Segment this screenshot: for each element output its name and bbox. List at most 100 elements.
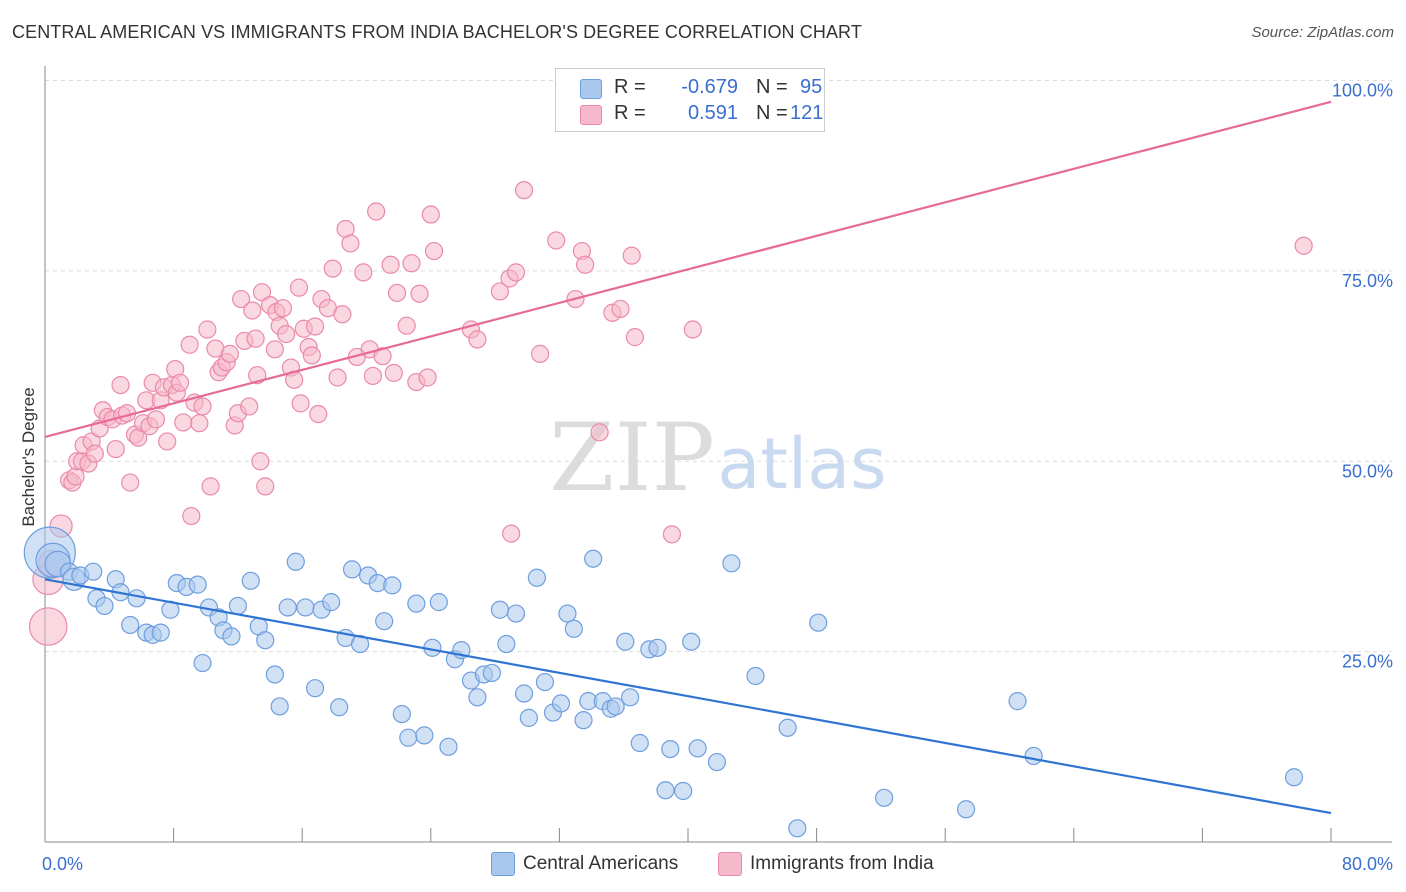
central-american-point [1008,692,1027,711]
central-american-point [606,697,625,716]
india-point [402,254,421,273]
central-american-point [875,788,894,807]
central-american-point [788,819,807,838]
india-point [363,366,383,386]
india-point [367,202,386,221]
central-american-point [956,800,976,819]
central-american-point [535,672,555,692]
india-point [381,255,400,274]
central-american-point [490,600,510,619]
central-american-point [127,589,146,608]
central-american-point [468,688,487,707]
india-point [421,205,440,224]
india-point [180,335,199,354]
central-american-point [519,708,538,727]
central-american-point [305,679,325,698]
central-american-point [256,631,275,650]
legend-n-label: N = [756,76,788,98]
india-point [384,363,403,383]
india-point [174,413,193,432]
india-point [111,376,130,395]
india-point [277,324,296,344]
central-american-point [564,619,583,638]
central-american-point [265,665,284,684]
india-point [232,289,251,309]
india-point [291,394,310,413]
central-american-point [121,615,140,635]
india-point [243,301,262,320]
central-american-point [621,688,640,707]
india-point [305,317,325,336]
india-point [506,263,526,282]
central-american-point [558,604,577,623]
central-american-point [497,634,516,654]
central-american-point [661,739,680,759]
bottom-legend-label: Immigrants from India [750,853,934,874]
india-point [201,477,220,496]
central-american-point [746,666,765,686]
india-point [625,328,645,347]
india-point [309,404,328,424]
india-point [576,255,595,274]
legend-r-value: -0.679 [681,76,738,98]
india-point [397,316,416,335]
y-tick-label: 50.0% [1342,461,1393,481]
central-american-point [228,596,247,616]
central-american-point [392,704,411,724]
india-point [341,234,360,253]
central-american-point [286,552,305,571]
central-american-point [375,612,394,631]
chart-source: Source: ZipAtlas.com [1251,24,1394,41]
india-point [373,347,392,366]
chart-title: CENTRAL AMERICAN VS IMMIGRANTS FROM INDI… [12,22,862,42]
central-american-point [278,598,297,617]
india-point [256,477,275,496]
central-american-point [95,596,114,616]
india-point [240,397,259,416]
india-point [265,340,284,359]
india-point [1294,236,1313,255]
india-point [106,439,125,459]
x-tick-label: 80.0% [1342,854,1393,874]
india-point [387,283,407,303]
central-american-point [688,739,707,758]
central-american-point [322,593,341,612]
india-point [611,299,630,319]
watermark-zip: ZIP [549,404,715,513]
legend-r-value: 0.591 [687,102,738,124]
india-point [252,283,272,302]
correlation-legend: R = -0.679 N = 95 R = 0.591 N = 121 [555,68,825,132]
india-point [146,410,166,429]
legend-n-value: 121 [790,102,824,124]
central-american-point [682,632,701,651]
india-point [28,607,68,646]
y-tick-label: 100.0% [1332,81,1393,101]
india-point [246,329,265,348]
tick-labels: 25.0% 50.0% 75.0% 100.0% 0.0% 80.0% [42,81,1393,875]
central-american-point [574,711,593,730]
india-point [531,344,550,363]
central-american-point [656,781,675,800]
y-axis-label: Bachelor's Degree [19,387,38,526]
india-point [424,241,444,261]
central-american-point [270,697,289,716]
india-point [289,278,309,297]
central-american-point [330,698,349,717]
india-point [220,344,239,363]
india-point [182,506,201,526]
india-point [333,305,352,324]
axes [44,66,1392,843]
y-tick-label: 75.0% [1342,271,1393,291]
india-point [328,368,347,387]
india-point [418,368,437,387]
india-point [354,263,373,282]
india-point [121,473,140,492]
central-american-point [429,593,448,612]
gridlines [45,80,1392,653]
india-point [190,414,209,433]
central-american-point [482,663,501,683]
india-point [170,373,190,392]
central-american-trend-line [44,578,1332,815]
india-point [158,432,177,451]
bottom-legend-swatch-pink [718,852,742,876]
